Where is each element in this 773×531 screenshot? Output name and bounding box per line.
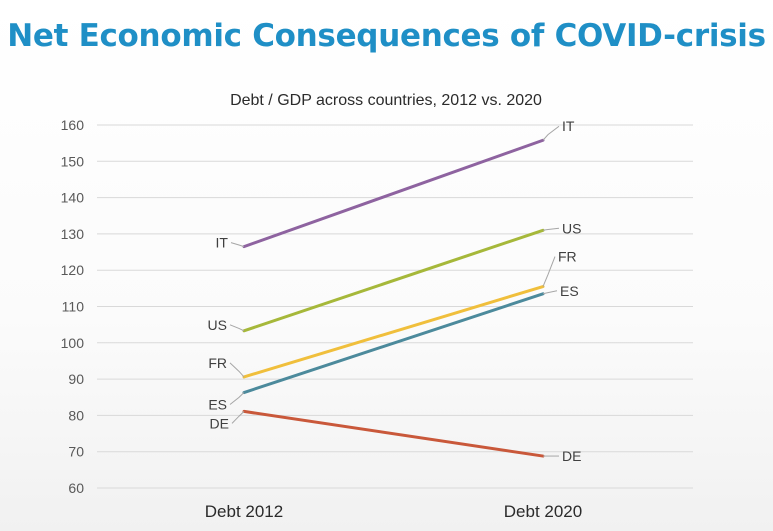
gridlines: [97, 124, 693, 489]
x-axis-ticks: Debt 2012 Debt 2020: [205, 502, 582, 521]
label-leader: [230, 242, 245, 248]
x-tick-label: Debt 2012: [205, 502, 283, 521]
series-label-start-de: DE: [210, 415, 229, 431]
series-line-it: [242, 138, 545, 249]
y-tick-label: 140: [61, 190, 85, 206]
y-tick-label: 150: [61, 153, 85, 169]
series-label-start-es: ES: [208, 397, 227, 413]
series-label-end-us: US: [562, 220, 581, 236]
y-tick-label: 110: [62, 299, 85, 315]
series-line-de: [242, 409, 545, 458]
y-tick-label: 70: [68, 444, 84, 460]
series-labels: IT IT US US FR FR ES ES DE DE: [208, 118, 582, 464]
y-tick-label: 130: [61, 226, 85, 242]
series-lines: [242, 138, 545, 458]
label-leader: [231, 411, 245, 424]
y-tick-label: 80: [68, 407, 84, 423]
series-label-end-es: ES: [560, 283, 579, 299]
label-leader: [542, 125, 560, 141]
series-line-fr: [242, 285, 545, 379]
y-tick-label: 120: [61, 262, 85, 278]
series-label-start-fr: FR: [208, 355, 227, 371]
chart-title: Debt / GDP across countries, 2012 vs. 20…: [230, 92, 542, 109]
slide-title: Net Economic Consequences of COVID-crisi…: [7, 18, 766, 54]
label-leader: [229, 324, 245, 332]
y-axis-ticks: 60 70 80 90 100 110 120 130 140 150 160: [61, 117, 85, 496]
series-line-es: [242, 292, 545, 395]
y-tick-label: 90: [68, 371, 84, 387]
x-tick-label: Debt 2020: [504, 502, 582, 521]
series-line-us: [242, 228, 545, 333]
label-leader: [229, 392, 245, 405]
series-label-start-us: US: [208, 317, 227, 333]
y-tick-label: 100: [61, 335, 85, 351]
label-leader: [542, 256, 556, 287]
series-label-end-fr: FR: [558, 249, 577, 265]
label-leader: [229, 362, 245, 378]
series-label-start-it: IT: [216, 235, 229, 251]
y-tick-label: 60: [68, 480, 84, 496]
y-tick-label: 160: [61, 117, 85, 133]
series-label-end-it: IT: [562, 118, 575, 134]
label-leader: [542, 290, 558, 295]
label-leader: [542, 227, 560, 231]
series-label-end-de: DE: [562, 448, 581, 464]
